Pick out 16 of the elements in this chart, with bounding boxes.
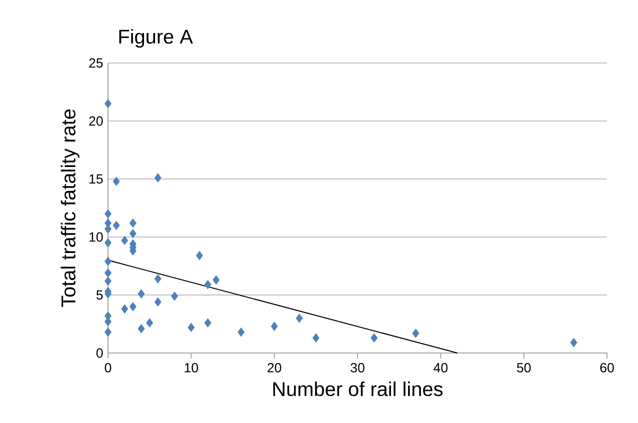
y-tick-label: 20	[89, 116, 103, 126]
x-tick-label: 20	[268, 363, 282, 372]
x-tick-label: 60	[600, 363, 614, 372]
x-tick-label: 30	[350, 363, 364, 372]
y-tick-label: 25	[89, 58, 103, 68]
y-tick-label: 15	[90, 174, 103, 184]
y-axis-title: Total traffic fatality rate	[60, 109, 80, 308]
y-tick-label: 5	[96, 290, 103, 300]
y-tick-label: 10	[90, 232, 103, 242]
x-axis-title: Number of rail lines	[273, 382, 443, 396]
y-tick-label: 0	[96, 348, 103, 358]
x-tick-label: 50	[516, 363, 531, 372]
chart-title: Figure A	[119, 29, 193, 48]
x-tick-label: 10	[184, 363, 198, 372]
x-tick-label: 40	[434, 363, 448, 372]
x-tick-label: 0	[104, 363, 112, 372]
